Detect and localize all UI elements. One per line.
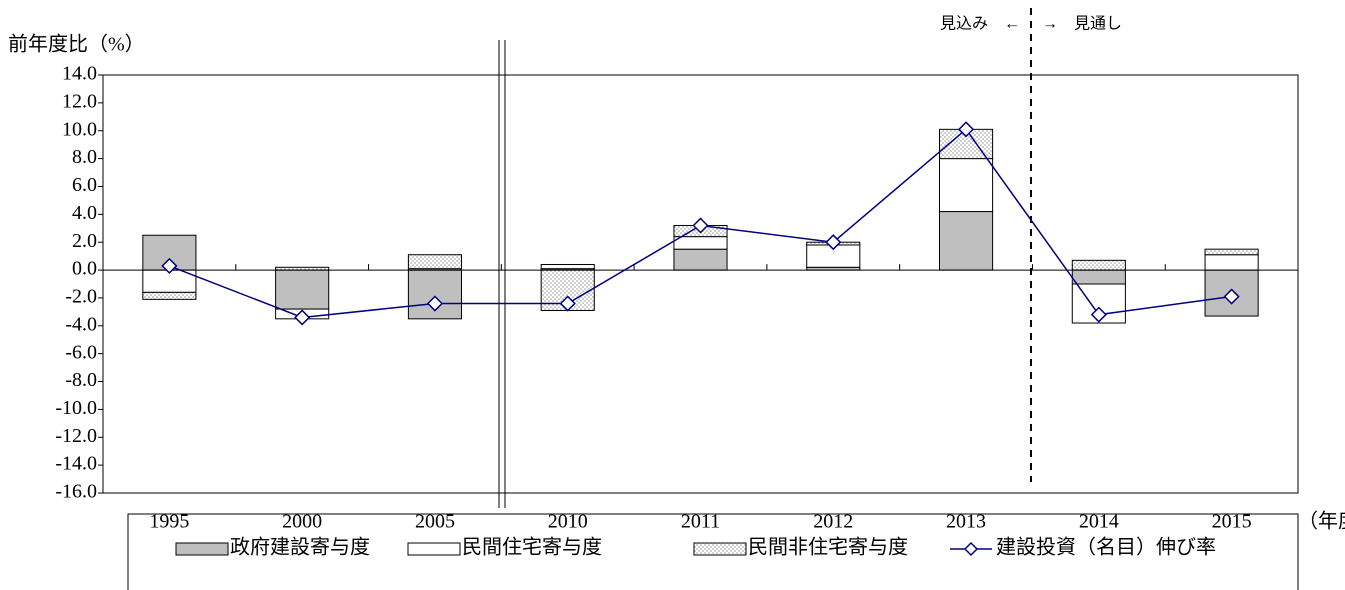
y-tick-label: 4.0: [72, 202, 97, 224]
x-tick-label: 2013: [946, 511, 986, 533]
line-marker: [1090, 306, 1107, 323]
bar-segment: [407, 254, 462, 270]
y-tick-label: -14.0: [55, 453, 97, 475]
line-marker: [692, 217, 709, 234]
legend-swatch: [693, 542, 747, 556]
bar-segment: [673, 248, 728, 271]
legend-label: 政府建設寄与度: [230, 536, 370, 559]
bar-segment: [1071, 269, 1126, 285]
legend-label: 民間非住宅寄与度: [748, 536, 908, 559]
line-marker: [559, 295, 576, 312]
y-tick-label: 6.0: [72, 174, 97, 196]
x-tick-label: 2014: [1079, 511, 1119, 533]
y-tick-label: 0.0: [72, 258, 97, 280]
x-unit: （年度）: [1298, 510, 1345, 533]
y-tick-label: 2.0: [72, 230, 97, 252]
legend-label: 建設投資（名目）伸び率: [996, 536, 1216, 559]
y-axis-label: 前年度比（%）: [8, 33, 145, 56]
x-tick-label: 2015: [1212, 511, 1252, 533]
x-tick-label: 2012: [813, 511, 853, 533]
bar-segment: [407, 269, 462, 320]
legend-swatch: [407, 542, 461, 556]
line-marker: [957, 121, 975, 138]
y-tick-label: -2.0: [65, 286, 97, 308]
y-tick-label: -12.0: [55, 425, 97, 447]
annotation: → 見通し: [1042, 15, 1122, 33]
bar-segment: [1204, 254, 1259, 271]
y-tick-label: 10.0: [62, 118, 97, 140]
bar-segment: [275, 269, 330, 310]
x-tick-label: 2010: [548, 511, 588, 533]
legend-label: 民間住宅寄与度: [462, 536, 602, 559]
y-tick-label: -10.0: [55, 397, 97, 419]
y-tick-label: 8.0: [72, 146, 97, 168]
bar-segment: [939, 158, 994, 213]
annotation: 見込み ←: [940, 15, 1020, 33]
bar-segment: [1071, 259, 1126, 271]
bar-segment: [673, 236, 728, 250]
line-marker: [161, 257, 178, 274]
legend-swatch: [175, 542, 229, 556]
y-tick-label: -4.0: [65, 313, 97, 335]
y-tick-label: -16.0: [55, 481, 97, 503]
x-tick-label: 2000: [282, 511, 322, 533]
plot-frame: [102, 74, 1299, 494]
x-tick-label: 1995: [149, 511, 189, 533]
legend-marker: [963, 541, 979, 557]
line-marker: [426, 295, 444, 312]
bar-segment: [1204, 248, 1259, 256]
line-marker: [1223, 288, 1240, 305]
x-tick-label: 2011: [681, 511, 720, 533]
line-marker: [294, 309, 311, 326]
bar-segment: [939, 211, 994, 271]
line-marker: [825, 234, 842, 251]
y-tick-label: -8.0: [65, 369, 97, 391]
y-tick-label: 14.0: [62, 63, 97, 85]
y-tick-label: -6.0: [65, 341, 97, 363]
bar-segment: [142, 291, 197, 300]
y-tick-label: 12.0: [62, 90, 97, 112]
x-tick-label: 2005: [415, 511, 455, 533]
bar-segment: [540, 263, 595, 270]
